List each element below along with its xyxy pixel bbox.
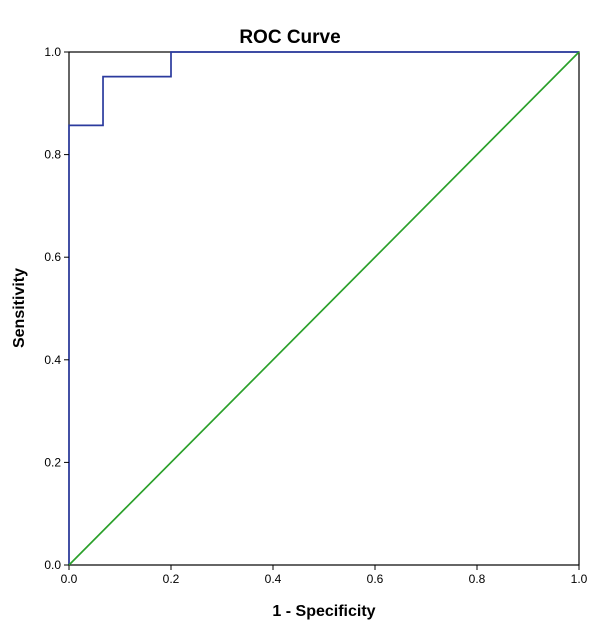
chart-title: ROC Curve	[239, 27, 340, 48]
y-axis-tick-label: 0.0	[44, 558, 61, 572]
x-axis-tick-label: 0.6	[367, 572, 384, 586]
y-axis-tick-label: 0.6	[44, 250, 61, 264]
tick-layer: 0.0 0.2 0.4 0.6 0.8 1.0 0.0 0.2 0.4 0.6 0.8 1.0	[44, 45, 587, 586]
series-layer	[68, 51, 580, 566]
y-axis-tick-label: 0.8	[44, 148, 61, 162]
y-axis-tick-label: 1.0	[44, 45, 61, 59]
x-axis-tick-label: 0.4	[265, 572, 282, 586]
x-axis-tick-label: 0.0	[61, 572, 78, 586]
x-axis-label: 1 - Specificity	[272, 603, 375, 620]
reference-diagonal-line	[68, 51, 580, 566]
y-axis-tick-label: 0.4	[44, 353, 61, 367]
x-axis-tick-label: 0.2	[163, 572, 180, 586]
y-axis-tick-label: 0.2	[44, 455, 61, 469]
x-axis-tick-label: 0.8	[469, 572, 486, 586]
x-axis-tick-label: 1.0	[571, 572, 588, 586]
roc-curve-line	[68, 51, 579, 565]
y-axis-label: Sensitivity	[11, 268, 28, 348]
